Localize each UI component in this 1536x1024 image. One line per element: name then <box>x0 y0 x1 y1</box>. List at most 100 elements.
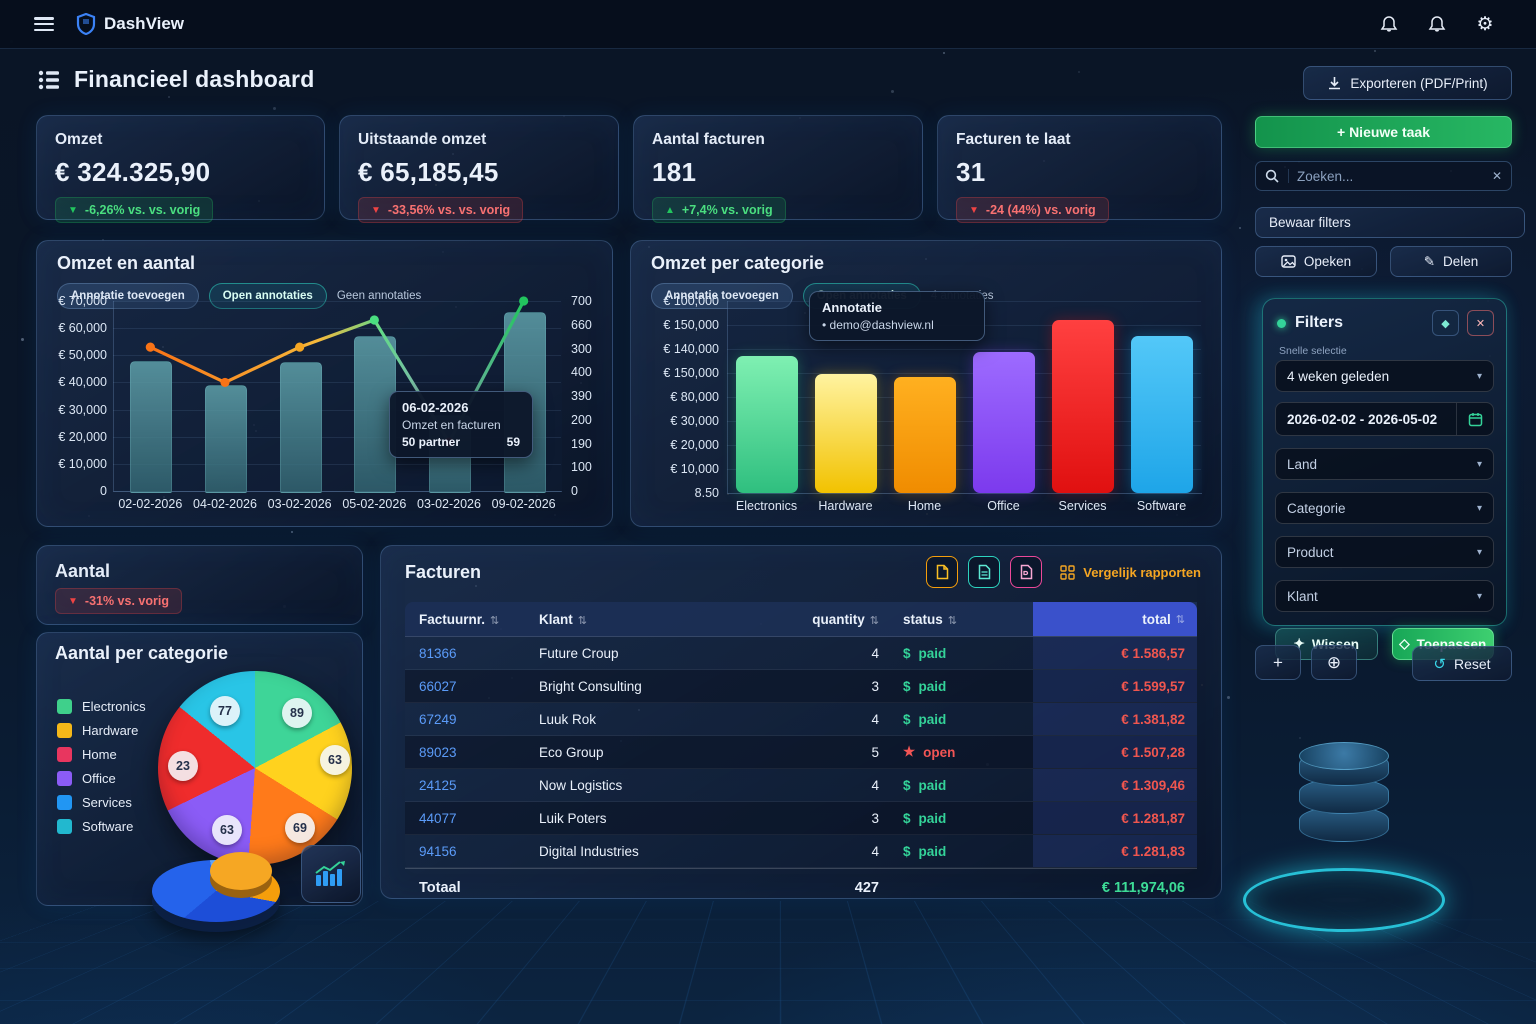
table-row[interactable]: 66027 Bright Consulting 3 $ paid € 1.599,57 <box>405 670 1197 703</box>
table-row[interactable]: 94156 Digital Industries 4 $ paid € 1.281,83 <box>405 835 1197 868</box>
star <box>891 90 894 93</box>
export-label: Exporteren (PDF/Print) <box>1350 75 1488 91</box>
kpi-card-uitstaande-omzet: Uitstaande omzet € 65,185,45 ▼ -33,56% vs. … <box>339 115 619 223</box>
column-label: quantity <box>812 611 865 627</box>
invoice-number-link[interactable]: 66027 <box>419 678 457 694</box>
save-filters-button[interactable]: Bewaar filters <box>1255 207 1525 238</box>
column-header-status[interactable]: status ⇅ <box>893 612 1033 627</box>
table-row[interactable]: 81366 Future Croup 4 $ paid € 1.586,57 <box>405 637 1197 670</box>
dashboard-list-icon <box>38 70 59 89</box>
column-header-quantity[interactable]: quantity ⇅ <box>769 612 893 627</box>
date-range-field[interactable]: 2026-02-02 - 2026-05-02 <box>1275 402 1494 436</box>
open-label: Opeken <box>1303 254 1352 269</box>
status-badge-open: ★ open <box>903 744 1033 760</box>
status-badge-paid: $ paid <box>903 844 1033 859</box>
new-task-button[interactable]: + Nieuwe taak <box>1255 116 1512 148</box>
invoice-number-link[interactable]: 44077 <box>419 810 457 826</box>
gridline <box>113 328 561 330</box>
total-amount: € 1.507,28 <box>1033 736 1197 768</box>
brand-name: DashView <box>104 14 185 33</box>
column-header-Klant[interactable]: Klant ⇅ <box>539 612 769 627</box>
y-axis-label: € 30,000 <box>670 414 719 428</box>
close-filters-button[interactable]: ✕ <box>1467 310 1494 336</box>
invoice-number-link[interactable]: 89023 <box>419 744 457 760</box>
dollar-icon: $ <box>903 810 911 826</box>
filter-dropdown-klant[interactable]: Klant ▾ <box>1275 580 1494 612</box>
x-axis-label: 09-02-2026 <box>491 497 556 511</box>
legend-item-office: Office <box>57 771 146 786</box>
calendar-icon <box>1456 403 1493 435</box>
filter-dropdown-product[interactable]: Product ▾ <box>1275 536 1494 568</box>
trend-chart-button[interactable] <box>301 845 361 903</box>
revenue-bar[interactable] <box>130 360 173 493</box>
category-bar-home[interactable] <box>893 377 956 493</box>
category-bar-office[interactable] <box>972 352 1035 493</box>
table-row[interactable]: 44077 Luik Poters 3 $ paid € 1.281,87 <box>405 802 1197 835</box>
x-axis-label: 03-02-2026 <box>417 497 481 511</box>
invoices-toolbar: Vergelijk rapporten <box>926 556 1201 588</box>
globe-button[interactable]: ⊕ <box>1311 645 1357 680</box>
kpi-badge-text: -24 (44%) vs. vorig <box>985 203 1096 217</box>
revenue-bar[interactable] <box>205 385 247 493</box>
invoice-number-link[interactable]: 81366 <box>419 645 457 661</box>
invoice-number-link[interactable]: 24125 <box>419 777 457 793</box>
add-widget-button[interactable]: + <box>1255 645 1301 680</box>
share-button[interactable]: ✎ Delen <box>1390 246 1512 277</box>
notification-bell-icon[interactable] <box>1378 13 1400 35</box>
export-csv-button[interactable] <box>968 556 1001 588</box>
invoices-table: Factuurnr. ⇅ Klant ⇅ quantity ⇅ status ⇅ total ⇅ 8… <box>405 602 1197 907</box>
export-pdf-button[interactable] <box>1010 556 1043 588</box>
legend-swatch <box>57 747 72 762</box>
total-amount: € 1.309,46 <box>1033 769 1197 801</box>
kpi-value: € 324.325,90 <box>55 157 211 187</box>
hamburger-menu-icon[interactable] <box>34 17 54 31</box>
dropdown-label: Klant <box>1287 588 1318 604</box>
search-input[interactable] <box>1289 168 1492 184</box>
customer-name: Eco Group <box>539 744 604 760</box>
quick-select-dropdown[interactable]: 4 weken geleden ▾ <box>1275 360 1494 392</box>
category-bar-software[interactable] <box>1130 336 1193 493</box>
column-header-Factuurnr[interactable]: Factuurnr. ⇅ <box>405 612 539 627</box>
dropdown-label: Product <box>1287 544 1334 560</box>
quantity-value: 3 <box>871 810 879 826</box>
brand: DashView <box>76 13 184 35</box>
export-button[interactable]: Exporteren (PDF/Print) <box>1303 66 1512 100</box>
open-button[interactable]: Opeken <box>1255 246 1377 277</box>
category-bar-hardware[interactable] <box>814 374 877 493</box>
legend-item-services: Services <box>57 795 146 810</box>
y-axis-label: € 140,000 <box>663 342 719 356</box>
kpi-badge-text: -33,56% vs. vs. vorig <box>387 203 511 217</box>
aantal-title: Aantal <box>55 561 111 581</box>
annotations-note: Geen annotaties <box>336 290 422 302</box>
star <box>1239 227 1241 229</box>
table-row[interactable]: 89023 Eco Group 5 ★ open € 1.507,28 <box>405 736 1197 769</box>
invoice-number-link[interactable]: 94156 <box>419 843 457 859</box>
status-label: open <box>923 744 956 760</box>
table-row[interactable]: 24125 Now Logistics 4 $ paid € 1.309,46 <box>405 769 1197 802</box>
status-value: $ paid <box>893 778 1033 793</box>
category-bar-electronics[interactable] <box>735 356 798 493</box>
export-doc-button[interactable] <box>926 556 959 588</box>
table-row[interactable]: 67249 Luuk Rok 4 $ paid € 1.381,82 <box>405 703 1197 736</box>
clear-search-icon[interactable]: ✕ <box>1491 169 1502 183</box>
download-icon <box>1329 76 1341 89</box>
gridline <box>727 445 1201 446</box>
revenue-tooltip: 06-02-2026 Omzet en facturen 50 partner … <box>389 391 533 458</box>
invoice-number-link[interactable]: 67249 <box>419 711 457 727</box>
column-header-total[interactable]: total ⇅ <box>1033 602 1197 636</box>
compare-link[interactable]: Vergelijk rapporten <box>1060 565 1201 580</box>
add-annotation-button[interactable]: Annotatie toevoegen <box>651 283 793 309</box>
pin-filters-button[interactable]: ◆ <box>1432 310 1459 336</box>
notification-bell-icon-2[interactable] <box>1426 13 1448 35</box>
filter-dropdown-categorie[interactable]: Categorie ▾ <box>1275 492 1494 524</box>
status-label: paid <box>918 777 947 793</box>
revenue-bar[interactable] <box>279 362 322 493</box>
search-box: ✕ <box>1255 161 1512 191</box>
status-label: paid <box>918 843 947 859</box>
reset-button[interactable]: ↺ Reset <box>1412 646 1512 681</box>
filter-dropdown-land[interactable]: Land ▾ <box>1275 448 1494 480</box>
category-label: Office <box>987 499 1020 513</box>
category-bar-services[interactable] <box>1051 320 1114 493</box>
up-triangle-icon: ▲ <box>665 204 675 216</box>
settings-gear-icon[interactable]: ⚙ <box>1476 13 1494 35</box>
